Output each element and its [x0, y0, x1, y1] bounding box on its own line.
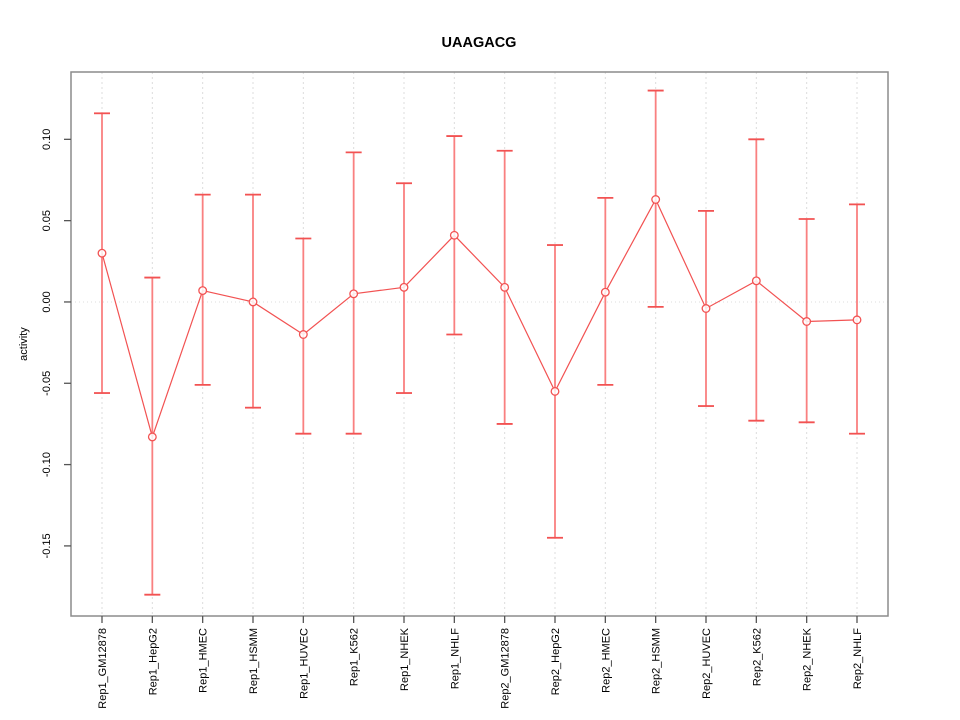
data-point-marker	[651, 195, 661, 204]
x-tick-label: Rep1_HMEC	[198, 628, 210, 693]
data-point-marker	[449, 230, 459, 240]
data-point-marker	[600, 287, 610, 297]
data-point-marker	[751, 276, 761, 286]
data-point-marker	[349, 289, 359, 299]
x-tick-label: Rep1_HSMM	[248, 628, 260, 694]
x-tick-label: Rep2_HepG2	[550, 628, 562, 695]
y-tick-label: 0.05	[41, 210, 53, 231]
data-point-marker	[802, 317, 812, 326]
data-point-marker	[550, 386, 560, 396]
y-tick-label: 0.00	[41, 291, 53, 312]
x-tick-label: Rep2_HUVEC	[701, 628, 713, 699]
x-tick-label: Rep2_GM12878	[500, 628, 512, 709]
x-tick-label: Rep1_HepG2	[147, 628, 159, 695]
y-tick-label: -0.15	[41, 533, 53, 558]
x-tick-label: Rep1_HUVEC	[298, 628, 310, 699]
data-series-layer	[94, 89, 865, 596]
plot-box	[70, 71, 889, 617]
x-tick-label: Rep1_NHEK	[399, 627, 411, 691]
chart-title: UAAGACG	[442, 35, 517, 51]
x-tick-label: Rep2_NHEK	[802, 627, 814, 691]
y-tick-label: -0.10	[41, 452, 53, 477]
data-point-marker	[399, 282, 409, 292]
data-point-marker	[701, 304, 711, 313]
y-axis-label: activity	[18, 327, 30, 361]
y-tick-label: -0.05	[41, 371, 53, 396]
x-tick-label: Rep1_K562	[349, 628, 361, 686]
data-point-marker	[147, 432, 157, 442]
data-point-marker	[198, 286, 208, 296]
data-point-marker	[500, 282, 510, 292]
axis-ticks-layer	[64, 138, 858, 623]
y-tick-label: 0.10	[41, 129, 53, 150]
data-point-marker	[248, 297, 258, 307]
plot-box-layer	[70, 71, 889, 617]
x-tick-label: Rep1_GM12878	[97, 628, 109, 709]
x-tick-label: Rep2_HMEC	[600, 628, 612, 693]
x-tick-label: Rep2_HSMM	[651, 628, 663, 694]
gridlines-layer	[71, 72, 888, 616]
series-line	[101, 198, 858, 439]
axis-tick-labels-layer: 0.10 0.05 0.00 -0.05 -0.10 -0.15 Rep1_GM12878 R…	[41, 129, 864, 709]
data-point-marker	[97, 248, 107, 258]
x-tick-label: Rep2_K562	[751, 628, 763, 686]
x-tick-label: Rep2_NHLF	[852, 628, 864, 689]
x-tick-label: Rep1_NHLF	[449, 628, 461, 689]
data-point-marker	[852, 315, 862, 325]
data-point-marker	[298, 330, 308, 339]
